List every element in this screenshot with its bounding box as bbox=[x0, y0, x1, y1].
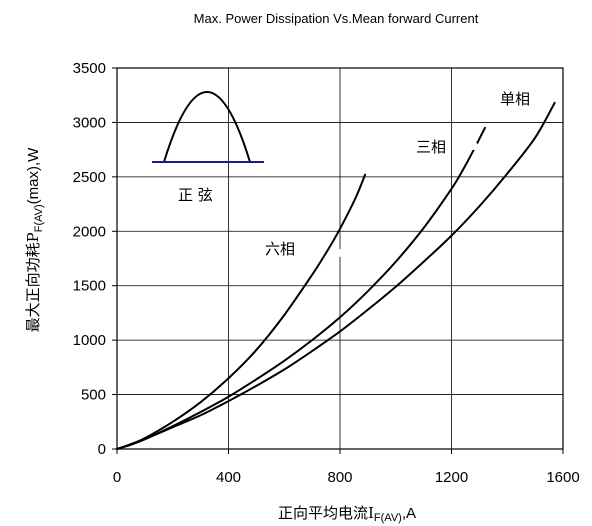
plot-frame bbox=[116, 67, 564, 450]
y-tick-label: 2500 bbox=[73, 169, 106, 186]
curve-label-single-phase: 单相 bbox=[500, 90, 530, 108]
curve-gap bbox=[335, 249, 343, 257]
x-tick-label: 800 bbox=[327, 469, 352, 486]
y-tick-label: 2000 bbox=[73, 223, 106, 240]
y-tick-label: 0 bbox=[98, 441, 106, 458]
sine-inset-wave bbox=[163, 91, 251, 163]
y-axis-label-sub: F(AV) bbox=[33, 204, 45, 232]
series-group bbox=[116, 101, 556, 450]
curve-gap bbox=[309, 255, 317, 263]
y-axis-label: 最大正向功耗PF(AV)(max),W bbox=[24, 147, 45, 332]
sine-inset: 正 弦 bbox=[152, 91, 264, 204]
y-tick-label: 500 bbox=[81, 387, 106, 404]
y-axis-label-main: 最大正向功耗P bbox=[24, 232, 42, 332]
y-tick-label: 3500 bbox=[73, 60, 106, 77]
x-tick-label: 0 bbox=[113, 469, 121, 486]
x-axis-label-tail: ,A bbox=[402, 505, 416, 522]
x-tick-labels: 0 400 800 1200 1600 bbox=[113, 449, 580, 486]
y-tick-label: 1000 bbox=[73, 332, 106, 349]
curve-gap bbox=[456, 148, 464, 156]
x-tick-label: 400 bbox=[216, 469, 241, 486]
curve-label-three-phase: 三相 bbox=[416, 138, 446, 156]
series-six-phase bbox=[116, 173, 367, 450]
grid bbox=[117, 68, 563, 449]
y-tick-labels: 0 500 1000 1500 2000 2500 3000 3500 bbox=[73, 60, 117, 458]
chart-title: Max. Power Dissipation Vs.Mean forward C… bbox=[194, 11, 479, 26]
series-single-phase bbox=[116, 101, 556, 450]
y-axis-label-tail: (max),W bbox=[25, 147, 42, 204]
x-tick-label: 1200 bbox=[435, 469, 468, 486]
x-axis-label: 正向平均电流IF(AV),A bbox=[278, 504, 416, 524]
x-axis-label-sub: F(AV) bbox=[374, 512, 402, 524]
y-tick-label: 1500 bbox=[73, 278, 106, 295]
x-tick-label: 1600 bbox=[546, 469, 579, 486]
sine-inset-label: 正 弦 bbox=[178, 186, 213, 204]
curve-label-six-phase: 六相 bbox=[265, 240, 295, 258]
y-tick-label: 3000 bbox=[73, 114, 106, 131]
x-axis-label-main: 正向平均电流I bbox=[278, 504, 374, 522]
curve-gap bbox=[470, 142, 478, 150]
series-three-phase bbox=[116, 126, 486, 450]
